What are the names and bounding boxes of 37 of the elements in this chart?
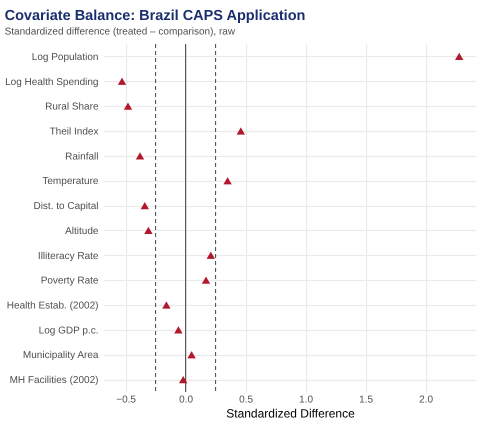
y-tick-label: Rural Share	[45, 102, 99, 113]
y-tick-label: Altitude	[65, 226, 99, 237]
y-tick-label: Poverty Rate	[40, 276, 99, 287]
chart-subtitle: Standardized difference (treated – comparison), raw	[4, 26, 236, 38]
x-tick-label: 0.0	[179, 394, 194, 406]
y-tick-label: Health Estab. (2002)	[6, 300, 98, 312]
point	[118, 78, 126, 85]
y-tick-label: Log Health Spending	[5, 76, 98, 88]
x-tick-label: 1.0	[299, 394, 314, 406]
x-tick-label: 1.5	[359, 394, 374, 406]
point	[202, 276, 210, 284]
chart-title: Covariate Balance: Brazil CAPS Application	[4, 8, 306, 24]
point	[162, 301, 171, 309]
y-tick-label: Illiteracy Rate	[38, 250, 99, 262]
x-tick-label: 0.5	[239, 394, 254, 406]
x-axis-title: Standardized Difference	[226, 406, 356, 420]
y-tick-label: Log GDP p.c.	[38, 325, 98, 336]
y-tick-label: Temperature	[42, 176, 99, 188]
point	[136, 152, 144, 160]
y-tick-label: Dist. to Capital	[33, 201, 98, 212]
point	[174, 326, 183, 334]
point	[223, 177, 232, 184]
point	[206, 252, 215, 259]
point	[187, 351, 196, 358]
point	[124, 102, 132, 110]
x-tick-label: −0.5	[116, 394, 136, 406]
y-tick-label: MH Facilities (2002)	[10, 375, 98, 386]
x-tick-label: 2.0	[419, 394, 434, 406]
point	[455, 52, 464, 60]
point	[236, 127, 245, 135]
y-tick-label: Municipality Area	[22, 350, 99, 362]
y-tick-label: Theil Index	[50, 126, 98, 138]
y-tick-label: Log Population	[32, 52, 98, 63]
y-tick-label: Rainfall	[65, 151, 98, 162]
point	[140, 202, 149, 210]
point	[144, 226, 153, 234]
point	[179, 376, 188, 384]
